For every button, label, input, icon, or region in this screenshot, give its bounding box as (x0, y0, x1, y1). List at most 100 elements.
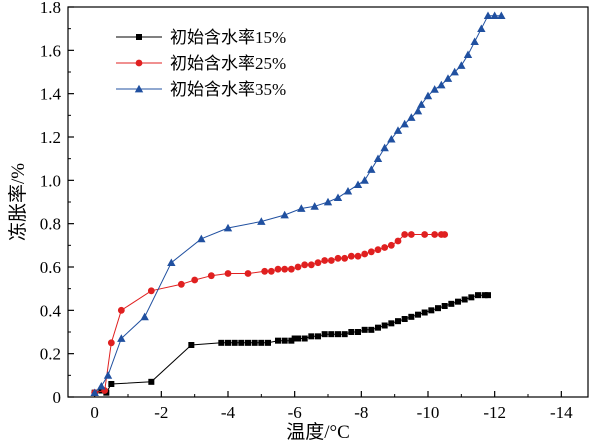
data-point (167, 258, 176, 267)
data-point (297, 204, 306, 212)
data-point (401, 316, 408, 322)
data-point (361, 250, 369, 258)
data-point (301, 261, 309, 269)
data-point (461, 296, 468, 303)
data-point (367, 248, 375, 256)
data-point (275, 337, 281, 344)
legend-entry-3: 初始含水率35% (116, 80, 286, 99)
data-point (477, 24, 486, 33)
data-point (251, 339, 258, 346)
data-point (421, 231, 429, 238)
data-point (287, 265, 295, 273)
data-point (381, 322, 388, 329)
data-point (225, 339, 231, 346)
data-point (481, 292, 488, 299)
data-point (197, 234, 206, 243)
data-point (295, 335, 301, 342)
data-point (265, 339, 271, 346)
data-point (307, 261, 315, 269)
y-axis-ticks: 0 0.2 0.4 0.6 0.8 1.0 1.2 1.4 1.6 1.8 (40, 0, 74, 407)
data-point (423, 91, 433, 100)
data-point (341, 331, 348, 338)
y-tick-label: 0.2 (40, 345, 61, 364)
data-point (401, 231, 409, 238)
data-point (280, 210, 289, 219)
data-point (335, 331, 341, 338)
data-point (413, 106, 423, 115)
data-point (341, 254, 349, 262)
data-point (223, 223, 233, 232)
data-point (485, 292, 491, 299)
data-point (310, 202, 319, 210)
series-line (94, 234, 445, 394)
y-tick-label: 1.0 (40, 171, 61, 190)
x-tick-label: -12 (483, 403, 506, 422)
data-point (107, 339, 115, 347)
data-point (231, 339, 238, 346)
data-point (103, 371, 113, 379)
data-point (470, 37, 479, 46)
data-point (327, 257, 335, 264)
data-point (245, 339, 251, 346)
data-point (177, 280, 185, 288)
data-point (417, 100, 426, 108)
data-point (430, 85, 439, 93)
data-point (148, 378, 155, 385)
data-point (347, 252, 355, 260)
data-point (301, 335, 308, 342)
data-point (394, 237, 402, 245)
data-point (288, 337, 295, 344)
y-tick-label: 0.4 (40, 301, 62, 320)
data-point (323, 197, 333, 206)
x-tick-label: 0 (90, 403, 99, 422)
data-point (441, 231, 449, 238)
data-point (207, 272, 215, 280)
data-point (395, 318, 401, 325)
series-3 (90, 11, 506, 397)
data-point (441, 303, 448, 309)
data-point (244, 270, 252, 277)
series-1 (91, 292, 491, 396)
data-point (134, 84, 144, 93)
x-tick-label: -10 (417, 403, 440, 422)
x-tick-label: -6 (288, 403, 302, 422)
legend-entry-1: 初始含水率15% (116, 28, 286, 47)
data-point (328, 331, 335, 338)
data-point (191, 276, 199, 284)
legend-entry-2: 初始含水率25% (116, 54, 286, 73)
data-point (348, 329, 355, 335)
x-axis-ticks: 0 -2 -4 -6 -8 -10 -12 -14 (90, 391, 573, 422)
data-point (475, 292, 481, 299)
x-axis-title: 温度/°C (286, 421, 350, 443)
data-point (381, 244, 389, 251)
legend-label: 初始含水率25% (170, 54, 286, 73)
data-point (400, 119, 409, 128)
data-point (415, 311, 421, 318)
data-point (291, 335, 298, 342)
data-point (274, 265, 282, 273)
x-tick-label: -2 (154, 403, 168, 422)
data-point (188, 342, 195, 348)
x-tick-label: -4 (221, 403, 236, 422)
y-tick-label: 1.6 (40, 41, 61, 60)
data-point (308, 333, 315, 340)
data-point (443, 74, 453, 82)
data-point (483, 11, 493, 20)
data-point (490, 11, 499, 20)
data-point (375, 324, 381, 331)
y-tick-label: 0.8 (40, 215, 61, 234)
data-point (368, 326, 375, 333)
data-point (435, 305, 441, 312)
data-point (257, 217, 266, 225)
data-point (281, 265, 289, 273)
data-point (428, 307, 435, 314)
data-point (355, 329, 361, 335)
data-point (224, 270, 232, 277)
data-point (354, 252, 362, 260)
data-point (448, 300, 455, 307)
data-point (393, 126, 403, 134)
data-point (147, 287, 155, 295)
data-point (497, 11, 506, 20)
y-axis-title: 冻胀率/% (7, 163, 29, 241)
data-point (294, 263, 302, 271)
